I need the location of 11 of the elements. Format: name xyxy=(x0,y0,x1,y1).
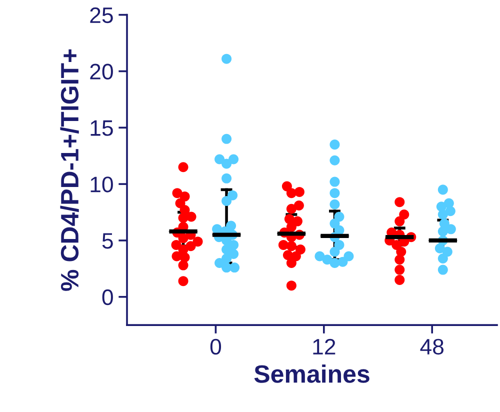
y-axis-title: % CD4/PD-1+/TIGIT+ xyxy=(60,49,79,291)
y-tick-label: 0 xyxy=(102,289,113,306)
x-tick-label: 48 xyxy=(420,338,444,355)
x-tick-label: 0 xyxy=(210,338,222,355)
x-axis-title: Semaines xyxy=(254,364,370,383)
y-tick-label: 25 xyxy=(90,7,113,24)
x-tick-label: 12 xyxy=(313,338,336,354)
y-tick-label: 20 xyxy=(90,64,113,80)
y-tick-label: 10 xyxy=(90,176,113,192)
y-tick-label: 15 xyxy=(90,120,113,136)
y-tick-label: 5 xyxy=(102,233,113,249)
